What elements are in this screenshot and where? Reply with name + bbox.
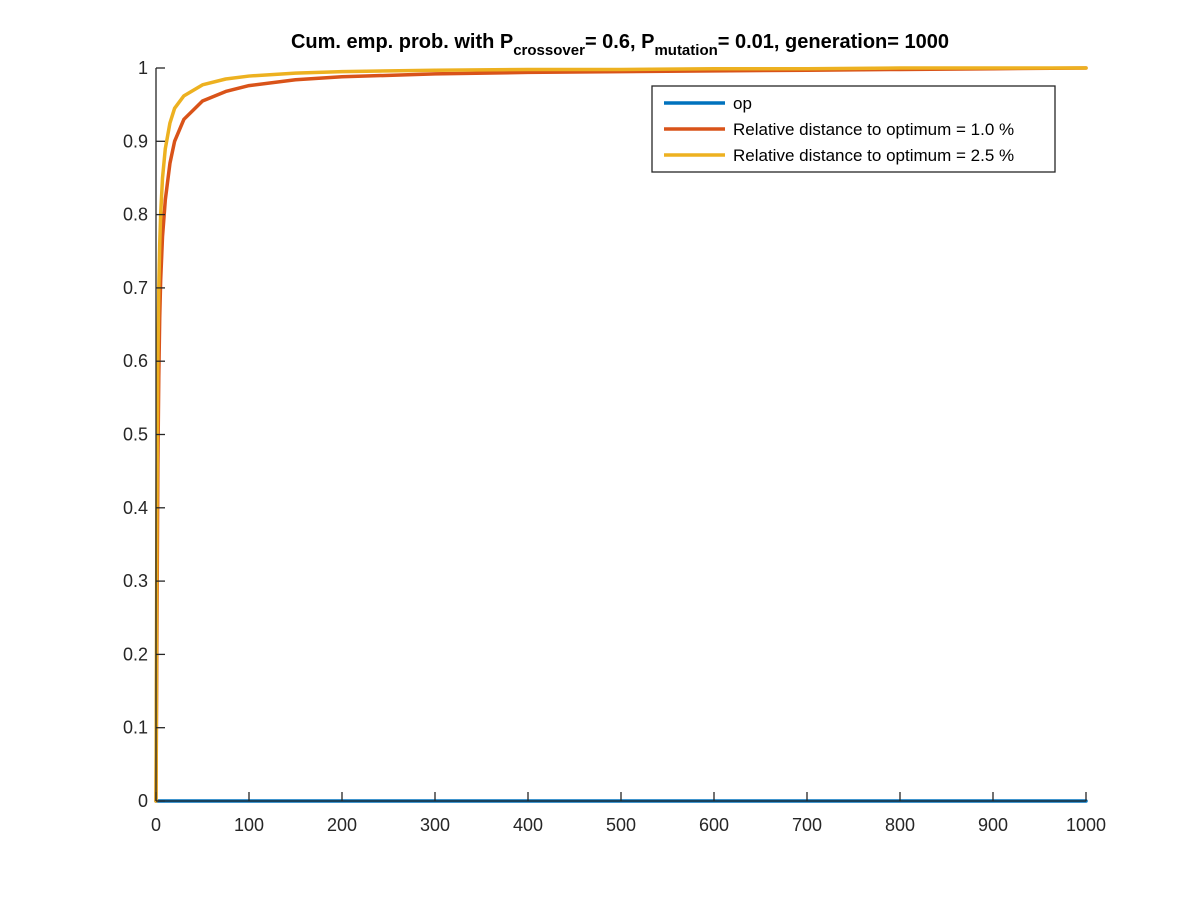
x-tick-label: 500 <box>606 815 636 835</box>
y-tick-label: 0.2 <box>123 644 148 664</box>
x-tick-label: 900 <box>978 815 1008 835</box>
plot-area <box>156 68 1086 801</box>
y-tick-label: 1 <box>138 58 148 78</box>
y-tick-label: 0.1 <box>123 718 148 738</box>
legend-label-3: Relative distance to optimum = 2.5 % <box>733 146 1014 165</box>
x-tick-label: 200 <box>327 815 357 835</box>
y-tick-label: 0.6 <box>123 351 148 371</box>
y-tick-label: 0.8 <box>123 205 148 225</box>
axes: 0 100 200 300 400 500 600 700 800 900 1000 0 0.1 0.2 0… <box>123 58 1106 835</box>
y-tick-label: 0 <box>138 791 148 811</box>
plot-background <box>156 68 1086 801</box>
y-tick-label: 0.7 <box>123 278 148 298</box>
x-tick-label: 400 <box>513 815 543 835</box>
y-tick-label: 0.4 <box>123 498 148 518</box>
legend-label-2: Relative distance to optimum = 1.0 % <box>733 120 1014 139</box>
x-tick-label: 0 <box>151 815 161 835</box>
chart-title: Cum. emp. prob. with Pcrossover= 0.6, Pm… <box>291 31 949 59</box>
y-tick-label: 0.9 <box>123 131 148 151</box>
series-line-3 <box>154 66 1088 803</box>
legend: op Relative distance to optimum = 1.0 % Re… <box>651 85 1056 173</box>
x-tick-label: 100 <box>234 815 264 835</box>
x-tick-label: 800 <box>885 815 915 835</box>
x-tick-label: 300 <box>420 815 450 835</box>
x-tick-label: 700 <box>792 815 822 835</box>
x-tick-label: 600 <box>699 815 729 835</box>
y-tick-label: 0.5 <box>123 425 148 445</box>
x-tick-label: 1000 <box>1066 815 1106 835</box>
legend-label-1: op <box>733 94 752 113</box>
y-tick-label: 0.3 <box>123 571 148 591</box>
